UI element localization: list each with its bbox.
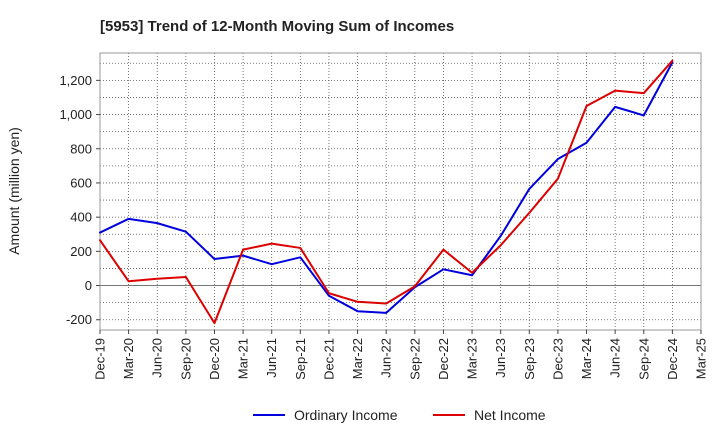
plot-area [100,53,701,330]
legend-label: Ordinary Income [294,407,398,423]
grid-layer [99,53,702,330]
x-tick-label: Jun-20 [150,338,165,378]
y-tick-label: 400 [70,210,92,225]
legend: Ordinary Income Net Income [253,407,546,423]
y-tick-label: -200 [66,312,92,327]
legend-label: Net Income [474,407,546,423]
y-tick-label: 600 [70,175,92,190]
x-tick-label: Dec-22 [436,338,451,380]
x-tick-label: Dec-23 [550,338,565,380]
x-tick-label: Dec-24 [665,338,680,380]
x-tick-label: Sep-23 [522,338,537,380]
x-tick-label: Jun-23 [493,338,508,378]
chart-title: [5953] Trend of 12-Month Moving Sum of I… [100,18,454,35]
x-tick-label: Jun-22 [379,338,394,378]
x-tick-label: Mar-20 [121,338,136,379]
y-tick-label: 1,000 [59,107,92,122]
x-tick-label: Dec-20 [207,338,222,380]
y-tick-label: 800 [70,141,92,156]
x-tick-label: Dec-21 [321,338,336,380]
y-tick-label: 1,200 [59,73,92,88]
y-axis-title: Amount (million yen) [6,127,22,255]
x-tick-label: Jun-24 [608,338,623,378]
x-tick-label: Mar-25 [694,338,709,379]
plot-frame [99,52,702,331]
series-line-ordinary-income [99,61,674,314]
x-tick-label: Mar-22 [350,338,365,379]
series-line-net-income [99,59,674,325]
x-tick-label: Mar-24 [579,338,594,379]
x-tick-label: Sep-21 [293,338,308,380]
x-tick-label: Sep-24 [636,338,651,380]
series-layer [99,59,674,325]
x-tick-label: Mar-23 [465,338,480,379]
x-tick-label: Jun-21 [264,338,279,378]
y-tick-label: 0 [85,278,92,293]
x-tick-label: Sep-22 [407,338,422,380]
x-tick-label: Mar-21 [236,338,251,379]
axis-layer: -200 0 200 400 600 800 1,000 1,200 Dec-19 Mar-20 J… [59,52,709,380]
y-tick-label: 200 [70,244,92,259]
x-tick-label: Dec-19 [93,338,108,380]
x-tick-label: Sep-20 [178,338,193,380]
